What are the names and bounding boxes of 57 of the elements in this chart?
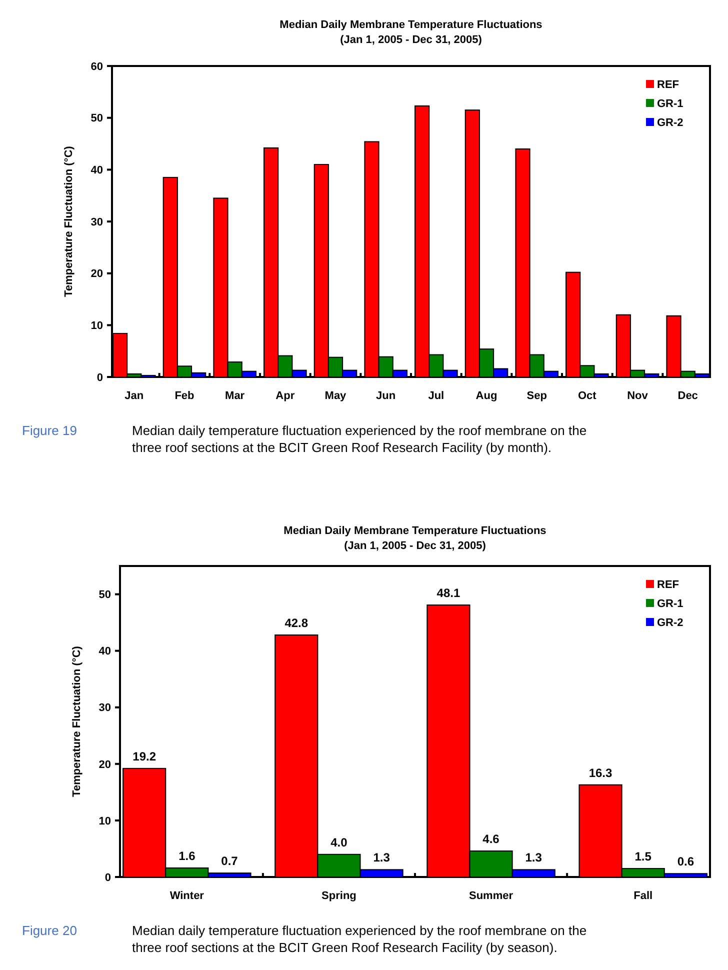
text: Median daily temperature fluctuation experienced by the roof membrane on the three roof sections at the BCIT Green Roof Research Facility (by season). xyxy=(132,923,587,955)
y-tick-label: 60 xyxy=(90,60,103,73)
y-tick-label: 50 xyxy=(98,589,111,602)
x-tick-label: Dec xyxy=(678,390,698,402)
x-tick-label: Sep xyxy=(526,390,548,402)
x-tick-label: May xyxy=(324,390,348,402)
legend-label: GR-1 xyxy=(657,598,684,610)
y-tick-label: 30 xyxy=(90,216,103,228)
y-tick-label: 0 xyxy=(104,872,111,884)
y-tick-label: 40 xyxy=(90,164,103,177)
chart-subtitle: (Jan 1, 2005 - Dec 31, 2005) xyxy=(340,34,482,46)
chart-title: Median Daily Membrane Temperature Fluctuations xyxy=(284,525,546,537)
data-label: 4.6 xyxy=(482,832,500,846)
chart-subtitle: (Jan 1, 2005 - Dec 31, 2005) xyxy=(344,540,486,552)
legend-label: REF xyxy=(657,578,680,591)
y-tick-label: 10 xyxy=(98,815,111,828)
data-label: 1.6 xyxy=(178,848,196,863)
x-tick-label: Nov xyxy=(627,390,649,402)
y-tick-label: 20 xyxy=(90,268,103,280)
x-tick-label: Jul xyxy=(428,390,444,402)
y-tick-label: 50 xyxy=(90,112,103,125)
y-tick-label: 0 xyxy=(96,372,103,384)
x-tick-label: Mar xyxy=(225,390,246,402)
chart-title: Median Daily Membrane Temperature Fluctuations xyxy=(280,19,542,31)
y-tick-label: 30 xyxy=(98,702,111,714)
legend-label: GR-1 xyxy=(657,98,684,110)
y-tick-label: 10 xyxy=(90,320,103,332)
y-tick-label: 20 xyxy=(98,758,111,771)
y-axis-title: Temperature Fluctuation (°C) xyxy=(63,146,75,297)
x-tick-label: Winter xyxy=(170,890,205,902)
x-tick-label: Summer xyxy=(469,890,514,902)
data-label: 1.5 xyxy=(634,850,652,864)
legend-label: GR-2 xyxy=(657,116,684,129)
data-label: 1.3 xyxy=(373,850,390,865)
legend-label: GR-2 xyxy=(657,616,684,629)
x-tick-label: Feb xyxy=(174,390,195,402)
data-label: 48.1 xyxy=(436,586,460,600)
x-tick-label: Oct xyxy=(578,390,597,402)
y-tick-label: 40 xyxy=(98,646,111,658)
caption: Figure 20 xyxy=(22,923,77,938)
data-label: 1.3 xyxy=(525,850,542,865)
y-axis-title: Temperature Fluctuation (°C) xyxy=(71,646,83,797)
data-label: 0.7 xyxy=(221,854,238,868)
x-tick-label: Fall xyxy=(634,890,653,902)
x-tick-label: Jan xyxy=(124,390,144,402)
x-tick-label: Spring xyxy=(322,890,356,902)
legend-label: REF xyxy=(657,78,680,91)
data-label: 19.2 xyxy=(132,749,156,764)
data-label: 16.3 xyxy=(588,766,613,780)
x-tick-label: Aug xyxy=(476,390,498,402)
caption: Figure 19 xyxy=(22,423,77,438)
x-tick-label: Jun xyxy=(376,390,396,402)
text: Median daily temperature fluctuation experienced by the roof membrane on the three roof sections at the BCIT Green Roof Research Facility (by month). xyxy=(132,423,587,455)
data-label: 0.6 xyxy=(677,854,694,869)
data-label: 4.0 xyxy=(330,835,348,850)
data-label: 42.8 xyxy=(284,616,308,630)
x-tick-label: Apr xyxy=(276,390,296,402)
